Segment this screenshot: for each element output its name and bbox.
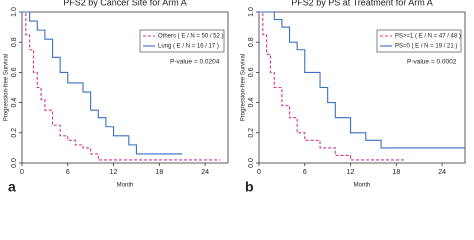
x-axis-label: Month bbox=[354, 183, 371, 189]
y-tick-label: 0.2 bbox=[248, 128, 255, 138]
panel-label: b bbox=[245, 179, 254, 195]
y-tick-label: 1.0 bbox=[11, 7, 18, 17]
chart-title: PFS2 by PS at Treatment for Arm A bbox=[291, 0, 433, 7]
plot-frame bbox=[258, 11, 466, 164]
p-value: P-value = 0.0204 bbox=[170, 59, 220, 66]
plot-frame bbox=[21, 11, 229, 164]
x-tick-label: 6 bbox=[303, 169, 307, 176]
y-tick-label: 0.0 bbox=[248, 158, 255, 168]
y-tick-label: 0.8 bbox=[11, 37, 18, 47]
x-axis-label: Month bbox=[117, 183, 134, 189]
x-tick-label: 6 bbox=[66, 169, 70, 176]
legend-label: Others ( E / N = 50 / 52 ) bbox=[158, 34, 224, 40]
figure: PFS2 by Cancer Site for Arm A 0 6 12 18 24 0.0… bbox=[4, 0, 466, 195]
legend-label: PS>=1 ( E / N = 47 / 48 ) bbox=[395, 34, 461, 40]
y-tick-label: 0.0 bbox=[11, 158, 18, 168]
legend-box bbox=[376, 29, 462, 53]
y-tick-label: 0.6 bbox=[11, 67, 18, 77]
y-tick-label: 0.4 bbox=[11, 98, 18, 108]
x-tick-label: 0 bbox=[257, 169, 261, 176]
y-tick-label: 0.2 bbox=[11, 128, 18, 138]
x-tick-label: 24 bbox=[201, 169, 209, 176]
legend-label: PS=0 ( E / N = 19 / 21 ) bbox=[395, 44, 457, 50]
y-axis-label: Progression-free Survival bbox=[241, 54, 247, 121]
y-tick-label: 1.0 bbox=[248, 7, 255, 17]
survival-curve bbox=[259, 11, 465, 149]
panel-label: a bbox=[8, 179, 16, 195]
legend-box bbox=[139, 29, 225, 53]
p-value: P-value = 0.0002 bbox=[407, 59, 457, 66]
chart-title: PFS2 by Cancer Site for Arm A bbox=[63, 0, 187, 7]
x-tick-label: 24 bbox=[438, 169, 446, 176]
survival-curve bbox=[22, 11, 221, 161]
x-tick-label: 12 bbox=[110, 169, 118, 176]
y-tick-label: 0.4 bbox=[248, 98, 255, 108]
x-tick-label: 12 bbox=[347, 169, 355, 176]
survival-curve bbox=[22, 11, 183, 155]
y-tick-label: 0.6 bbox=[248, 67, 255, 77]
y-axis-label: Progression-free Survival bbox=[4, 54, 10, 121]
legend-label: Lung ( E / N = 16 / 17 ) bbox=[158, 44, 219, 50]
x-tick-label: 18 bbox=[392, 169, 400, 176]
x-tick-label: 0 bbox=[20, 169, 24, 176]
survival-curve bbox=[259, 11, 404, 161]
x-tick-label: 18 bbox=[155, 169, 163, 176]
y-tick-label: 0.8 bbox=[248, 37, 255, 47]
